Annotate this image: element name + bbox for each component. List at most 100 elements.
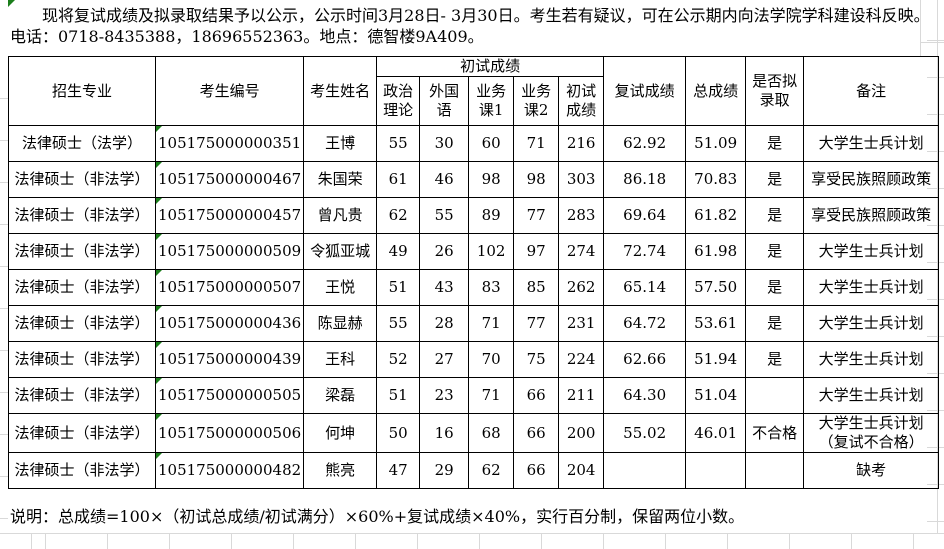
table-cell: 200 — [558, 413, 605, 453]
table-row: 法律硕士（非法学） 105175000000509 令狐亚城 49 26 102 97 274… — [8, 233, 940, 270]
table-cell: 105175000000457 — [154, 197, 305, 234]
cell-text: 62.66 — [623, 350, 667, 368]
table-cell: 28 — [419, 305, 470, 342]
cell-text: 105175000000507 — [158, 278, 302, 296]
table-row: 法律硕士（非法学） 105175000000467 朱国荣 61 46 98 98 303 86… — [8, 161, 940, 198]
cell-text: 52 — [388, 350, 408, 368]
cell-text: 47 — [388, 461, 408, 479]
green-triangle-icon — [156, 306, 162, 312]
table-row: 法律硕士（非法学） 105175000000439 王科 52 27 70 75 224 62.… — [8, 341, 940, 378]
table-cell: 69.64 — [603, 197, 687, 234]
col-header-retest-score: 复试成绩 — [603, 56, 687, 126]
cell-text: 缺考 — [856, 461, 887, 479]
table-cell: 274 — [558, 233, 605, 270]
table-cell: 89 — [468, 197, 515, 234]
table-cell: 熊亮 — [303, 452, 378, 489]
cell-text: 熊亮 — [325, 461, 356, 479]
table-cell: 72.74 — [603, 233, 687, 270]
table-cell: 51.04 — [685, 377, 747, 414]
cell-text: 98 — [481, 170, 501, 188]
table-cell — [685, 452, 747, 489]
table-cell: 71 — [513, 125, 560, 162]
cell-text: 法律硕士（法学） — [21, 134, 142, 152]
table-cell: 61 — [376, 161, 421, 198]
green-triangle-icon — [8, 0, 15, 7]
cell-text: 27 — [434, 350, 454, 368]
cell-text: 105175000000506 — [158, 423, 302, 442]
col-header-admitted: 是否拟录取 — [745, 56, 805, 126]
table-cell — [603, 452, 687, 489]
cell-text: 105175000000439 — [158, 350, 302, 368]
cell-text: 朱国荣 — [317, 170, 363, 188]
table-cell: 77 — [513, 305, 560, 342]
cell-text: 60 — [481, 134, 501, 152]
col-header-candidate-no: 考生编号 — [154, 56, 305, 126]
table-cell: 法律硕士（非法学） — [8, 377, 156, 414]
table-cell: 23 — [419, 377, 470, 414]
table-cell: 105175000000467 — [154, 161, 305, 198]
table-cell: 是 — [745, 161, 805, 198]
cell-text: 43 — [434, 278, 454, 296]
notice-line-2: 电话：0718-8435388，18696552363。地点：德智楼9A409。 — [10, 27, 484, 46]
green-triangle-icon — [156, 342, 162, 348]
cell-text: 法律硕士（非法学） — [14, 278, 150, 296]
cell-text: 26 — [434, 242, 454, 260]
green-triangle-icon — [156, 270, 162, 276]
cell-text: 71 — [481, 314, 501, 332]
cell-text: 97 — [526, 242, 546, 260]
cell-text: 法律硕士（非法学） — [14, 206, 150, 224]
cell-text: 102 — [476, 242, 506, 260]
table-cell: 法律硕士（非法学） — [8, 341, 156, 378]
cell-text: 70 — [481, 350, 501, 368]
table-cell: 98 — [468, 161, 515, 198]
table-cell: 51 — [376, 269, 421, 306]
table-cell: 66 — [513, 377, 560, 414]
cell-text: 105175000000351 — [158, 134, 302, 152]
spreadsheet-gridlines-left — [0, 98, 8, 534]
table-cell: 何坤 — [303, 413, 378, 453]
cell-text: 是 — [767, 314, 783, 332]
cell-text: 51.94 — [694, 350, 738, 368]
table-cell: 法律硕士（非法学） — [8, 413, 156, 453]
cell-text: 72.74 — [623, 242, 667, 260]
cell-text: 71 — [526, 134, 546, 152]
cell-text: 是 — [767, 242, 783, 260]
table-cell: 法律硕士（非法学） — [8, 452, 156, 489]
table-cell: 51.94 — [685, 341, 747, 378]
table-cell: 62 — [468, 452, 515, 489]
cell-text: 105175000000482 — [158, 461, 302, 479]
cell-text: 216 — [566, 134, 596, 152]
cell-text: 62 — [481, 461, 501, 479]
table-cell: 62.66 — [603, 341, 687, 378]
table-cell: 224 — [558, 341, 605, 378]
cell-text: 105175000000509 — [158, 242, 302, 260]
table-cell: 55 — [376, 125, 421, 162]
col-header-course2: 业务课2 — [513, 76, 560, 126]
table-cell: 法律硕士（非法学） — [8, 233, 156, 270]
table-cell: 朱国荣 — [303, 161, 378, 198]
green-triangle-icon — [156, 378, 162, 384]
table-cell: 大学生士兵计划 — [803, 341, 940, 378]
table-cell: 大学生士兵计划 — [803, 269, 940, 306]
cell-text: 231 — [566, 314, 596, 332]
table-cell: 26 — [419, 233, 470, 270]
cell-text: 王博 — [325, 134, 356, 152]
table-cell: 105175000000507 — [154, 269, 305, 306]
cell-text: 大学生士兵计划 （复试不合格） — [818, 414, 924, 452]
cell-text: 是 — [767, 134, 783, 152]
cell-text: 75 — [526, 350, 546, 368]
table-cell: 70 — [468, 341, 515, 378]
footnote-text: 说明：总成绩=100×（初试总成绩/初试满分）×60%+复试成绩×40%，实行百… — [10, 507, 745, 526]
table-cell: 51.09 — [685, 125, 747, 162]
cell-text: 86.18 — [623, 170, 667, 188]
table-cell: 大学生士兵计划 （复试不合格） — [803, 413, 940, 453]
table-cell: 57.50 — [685, 269, 747, 306]
cell-text: 283 — [566, 206, 596, 224]
cell-text: 83 — [481, 278, 501, 296]
col-header-total-score: 总成绩 — [685, 56, 747, 126]
cell-text: 64.72 — [623, 314, 667, 332]
table-cell: 53.61 — [685, 305, 747, 342]
table-cell: 105175000000509 — [154, 233, 305, 270]
table-cell: 77 — [513, 197, 560, 234]
cell-text: 55.02 — [623, 423, 667, 442]
